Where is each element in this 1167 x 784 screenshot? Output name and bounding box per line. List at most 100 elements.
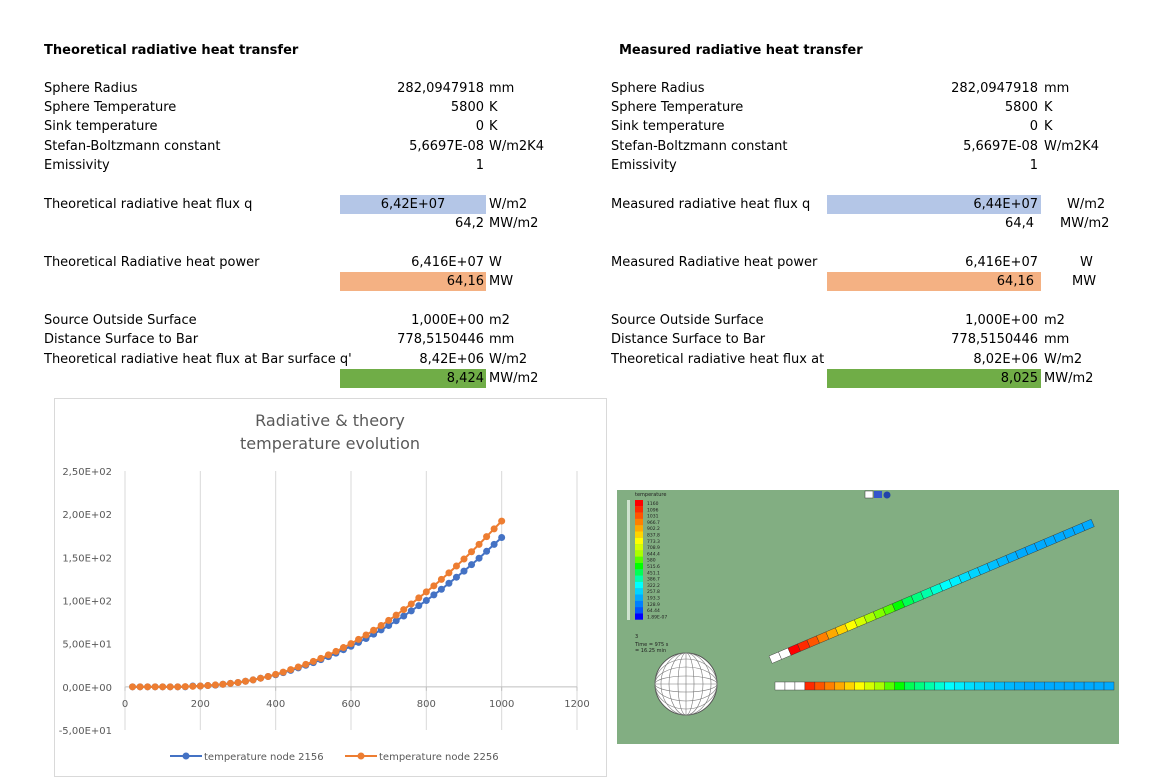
right-barflux-label: Theoretical radiative heat flux at Ba [611, 352, 827, 367]
chart-x-tick-label: 600 [341, 699, 360, 710]
left-flux-value: 6,42E+07 [380, 197, 446, 212]
legend-swatch [635, 556, 643, 563]
right-power-cell[interactable] [827, 272, 1041, 291]
data-point [339, 644, 347, 652]
left-barflux-mw: 8,424 [446, 371, 484, 386]
chart-y-tick-label: -5,00E+01 [59, 726, 112, 737]
right-flux-cell[interactable] [827, 195, 1041, 214]
right-flux-label: Measured radiative heat flux q [611, 197, 811, 212]
data-point [287, 666, 295, 674]
data-point [483, 533, 491, 541]
bar-element [854, 681, 865, 691]
left-param-unit: mm [489, 81, 515, 96]
right-param-label: Sink temperature [611, 119, 725, 134]
legend-swatch [635, 518, 643, 526]
right-power-unit: W [1080, 255, 1093, 270]
simulation-view[interactable]: temperature 1160 1096 1031 966.7 902.2 837.8 7… [617, 490, 1119, 744]
right-power-label: Measured Radiative heat power [611, 255, 818, 270]
right-barflux-value: 8,02E+06 [973, 352, 1038, 367]
bar-element [1004, 681, 1015, 691]
data-point [468, 548, 476, 556]
data-point [181, 683, 189, 691]
data-point [249, 676, 257, 684]
data-point [234, 679, 242, 687]
bar-element [1063, 681, 1075, 691]
right-param-value: 0 [1029, 119, 1038, 134]
chart-x-tick-label: 0 [122, 699, 128, 710]
left-title: Theoretical radiative heat transfer [44, 43, 299, 58]
series-line [132, 536, 503, 688]
chart-title-line1: Radiative & theory [255, 411, 405, 430]
bar-element [1044, 681, 1055, 691]
view-toolbar-icon[interactable] [864, 490, 891, 499]
right-param-unit: W/m2K4 [1044, 139, 1099, 154]
chart-title-line2: temperature evolution [240, 434, 420, 453]
legend-value: 386.7 [647, 577, 660, 583]
chart-x-tick-label: 1200 [564, 699, 589, 710]
legend-value: 773.3 [647, 539, 660, 545]
legend-value: 128.9 [647, 602, 660, 608]
left-power-value: 6,416E+07 [411, 255, 484, 270]
data-point [475, 554, 483, 562]
bar-element [974, 681, 985, 691]
data-point [415, 602, 423, 610]
data-point [189, 682, 197, 690]
bar-element [834, 681, 845, 691]
data-point [159, 683, 167, 691]
right-surface-unit: m2 [1044, 313, 1065, 328]
data-point [257, 674, 265, 682]
time-label: Time = 975 s [634, 642, 669, 648]
legend-swatch [635, 588, 643, 595]
bar-element [1053, 681, 1065, 691]
left-param-unit: K [489, 119, 498, 134]
data-point [490, 540, 498, 548]
data-point [437, 585, 445, 593]
data-point [392, 611, 400, 619]
left-power-cell[interactable] [340, 272, 486, 291]
data-point [430, 591, 438, 599]
right-barflux-cell[interactable] [827, 369, 1041, 388]
right-param-label: Emissivity [611, 158, 677, 173]
bar-element [1024, 681, 1035, 691]
legend-swatch [635, 581, 643, 589]
data-point [422, 597, 430, 604]
bar-element [994, 681, 1005, 691]
data-point [445, 569, 453, 577]
legend-value: 193.3 [647, 596, 660, 602]
chart-y-tick-label: 2,00E+02 [62, 510, 112, 521]
legend-marker [357, 752, 365, 760]
right-distance-unit: mm [1044, 332, 1070, 347]
left-flux-mw: 64,2 [455, 216, 484, 231]
legend-value: 1031 [647, 514, 659, 520]
data-point [370, 626, 378, 634]
left-distance-value: 778,5150446 [397, 332, 484, 347]
legend-marker: 3 [635, 634, 638, 640]
left-surface-unit: m2 [489, 313, 510, 328]
bar-element [904, 681, 915, 691]
left-power-label: Theoretical Radiative heat power [44, 255, 260, 270]
right-title: Measured radiative heat transfer [619, 43, 863, 58]
right-power-mw: 64,16 [996, 274, 1034, 289]
data-point [151, 683, 159, 691]
temperature-chart[interactable]: Radiative & theory temperature evolution… [54, 398, 607, 777]
left-param-unit: K [489, 100, 498, 115]
bar-element [844, 681, 855, 691]
bar-element [1081, 518, 1095, 531]
data-point [490, 525, 498, 533]
left-barflux-cell[interactable] [340, 369, 486, 388]
chart-x-tick-label: 400 [266, 699, 285, 710]
data-point [242, 677, 250, 685]
data-point [430, 582, 438, 590]
legend-value: 1.89E-07 [647, 614, 667, 620]
chart-legend: temperature node 2156 temperature node 22… [170, 752, 499, 763]
left-flux-cell[interactable] [340, 195, 486, 214]
data-point [452, 562, 460, 570]
data-point [452, 573, 460, 581]
right-power-value: 6,416E+07 [965, 255, 1038, 270]
data-point [498, 517, 506, 525]
left-power-mw: 64,16 [446, 274, 484, 289]
left-flux-label: Theoretical radiative heat flux q [44, 197, 253, 212]
right-flux-unit: W/m2 [1067, 197, 1106, 212]
temperature-legend: 116010961031966.7902.2837.8773.3708.9644… [627, 500, 667, 620]
chart-y-tick-label: 0,00E+00 [62, 683, 112, 694]
